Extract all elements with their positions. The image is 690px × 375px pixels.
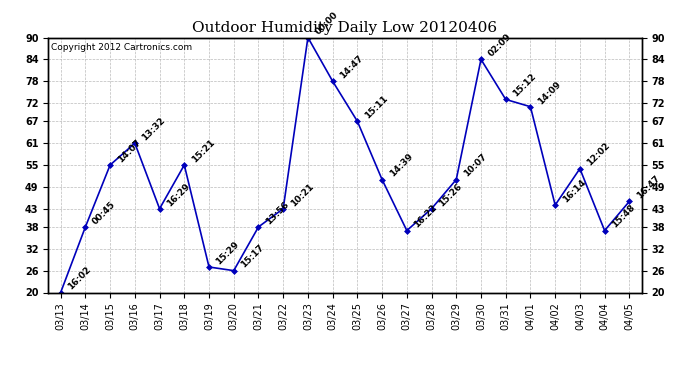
Text: 14:47: 14:47: [338, 54, 365, 80]
Text: 16:02: 16:02: [66, 265, 92, 292]
Text: 16:14: 16:14: [561, 178, 587, 204]
Text: 00:00: 00:00: [313, 10, 339, 37]
Text: 13:56: 13:56: [264, 200, 290, 226]
Text: 10:21: 10:21: [288, 182, 315, 208]
Text: 15:26: 15:26: [437, 182, 464, 208]
Text: 15:29: 15:29: [215, 240, 242, 266]
Text: 16:29: 16:29: [165, 181, 192, 208]
Text: 14:07: 14:07: [116, 138, 142, 164]
Text: 02:09: 02:09: [486, 32, 513, 58]
Text: 14:09: 14:09: [536, 79, 562, 106]
Text: 00:45: 00:45: [91, 200, 117, 226]
Text: 15:12: 15:12: [511, 72, 538, 99]
Title: Outdoor Humidity Daily Low 20120406: Outdoor Humidity Daily Low 20120406: [193, 21, 497, 35]
Text: 12:02: 12:02: [585, 141, 612, 168]
Text: 16:47: 16:47: [635, 174, 662, 201]
Text: 15:21: 15:21: [190, 138, 217, 164]
Text: 15:11: 15:11: [363, 94, 390, 120]
Text: 15:17: 15:17: [239, 243, 266, 270]
Text: 14:39: 14:39: [388, 152, 415, 179]
Text: Copyright 2012 Cartronics.com: Copyright 2012 Cartronics.com: [51, 43, 193, 52]
Text: 10:07: 10:07: [462, 152, 489, 179]
Text: 13:32: 13:32: [140, 116, 167, 142]
Text: 16:22: 16:22: [413, 203, 439, 230]
Text: 15:48: 15:48: [610, 203, 637, 230]
